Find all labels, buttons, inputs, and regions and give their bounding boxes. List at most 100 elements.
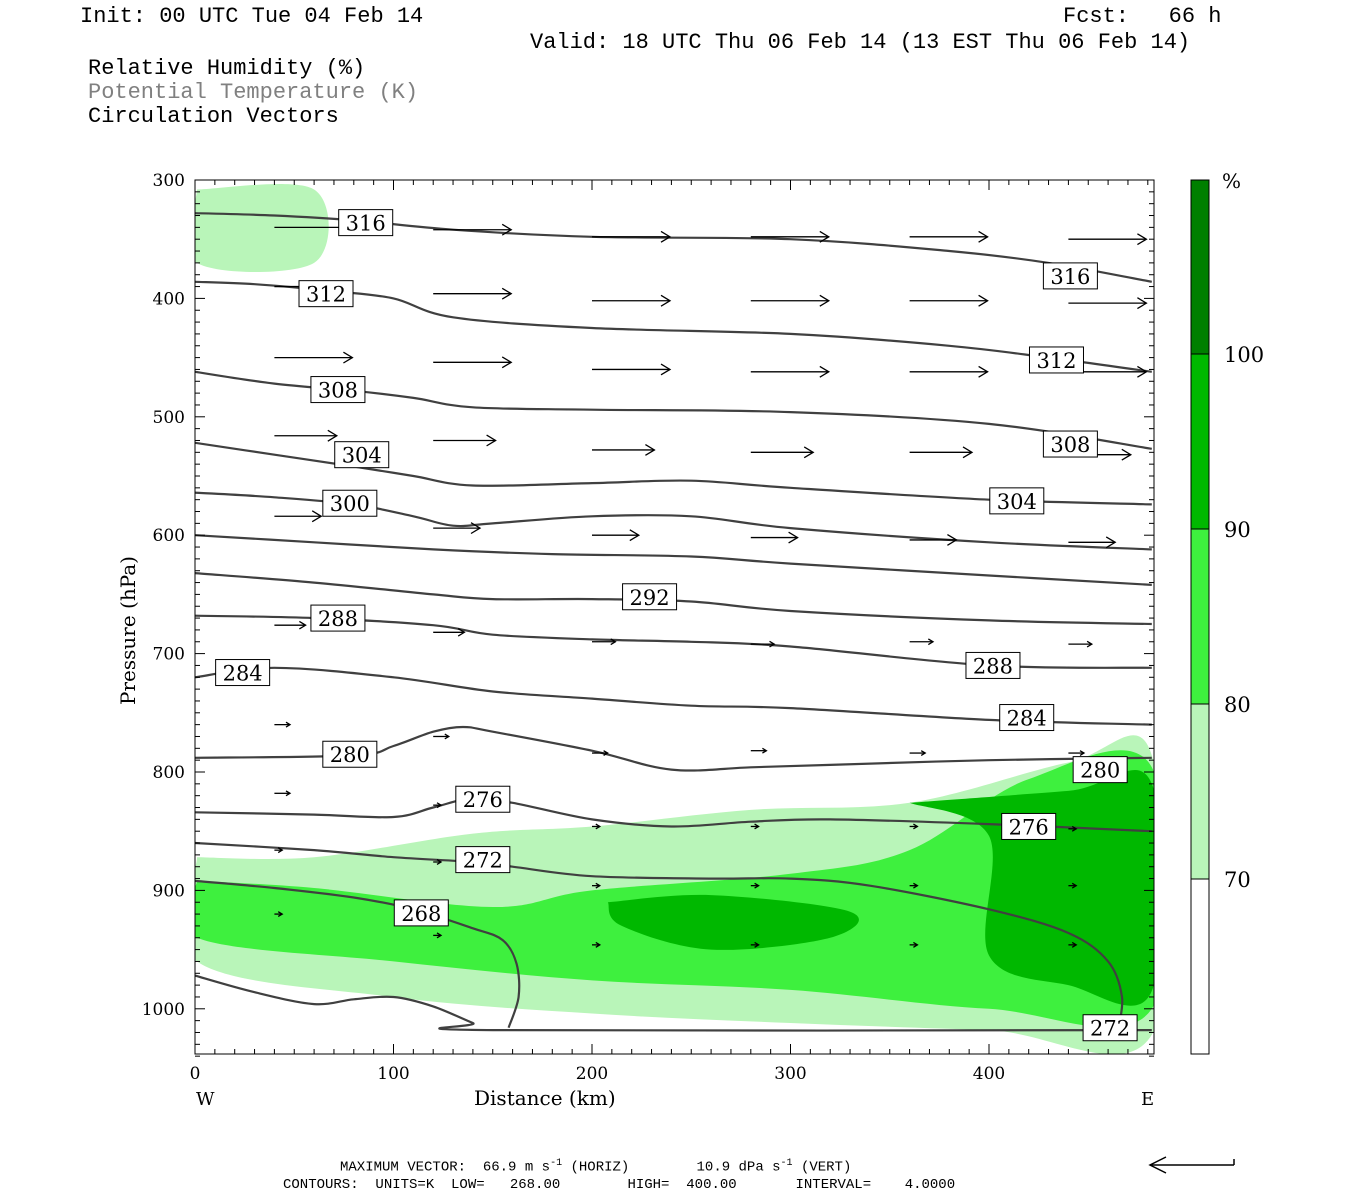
wind-vector-43 bbox=[433, 802, 443, 809]
contour-label-268-0: 268 bbox=[393, 899, 449, 927]
reference-vector-arrow bbox=[1148, 1156, 1235, 1174]
init-time: Init: 00 UTC Tue 04 Feb 14 bbox=[80, 4, 424, 29]
wind-vector-head bbox=[470, 522, 482, 535]
wind-vector-head bbox=[311, 510, 323, 523]
wind-vector-head bbox=[769, 640, 776, 648]
y-tick-label-400: 400 bbox=[153, 289, 185, 309]
contour-label-text: 272 bbox=[463, 849, 503, 873]
wind-vector-head bbox=[595, 823, 602, 830]
contour-label-text: 292 bbox=[630, 586, 670, 610]
wind-vector-46 bbox=[909, 823, 919, 830]
contour-label-312-0: 312 bbox=[298, 280, 354, 308]
wind-vector-34 bbox=[909, 638, 935, 646]
wind-vector-16 bbox=[909, 365, 989, 378]
colorbar-label-70: 70 bbox=[1224, 868, 1251, 892]
wind-vector-head bbox=[927, 638, 935, 646]
wind-vector-head bbox=[645, 443, 656, 456]
wind-vector-head bbox=[1121, 448, 1133, 461]
wind-vector-head bbox=[962, 446, 974, 459]
colorbar-label-100: 100 bbox=[1224, 343, 1264, 367]
wind-vector-head bbox=[762, 747, 768, 754]
horiz-exponent: -1 bbox=[550, 1158, 563, 1169]
contour-label-box bbox=[1028, 346, 1084, 374]
rh-region-70-0 bbox=[195, 184, 329, 273]
contour-label-text: 284 bbox=[223, 662, 263, 686]
wind-vector-56 bbox=[592, 941, 602, 948]
contour-label-box bbox=[1072, 756, 1128, 784]
contour-label-272-0: 272 bbox=[455, 846, 511, 874]
wind-vector-head bbox=[436, 932, 443, 939]
contour-label-280-1: 280 bbox=[1072, 756, 1128, 784]
contour-label-316-1: 316 bbox=[1042, 262, 1098, 290]
wind-vector-42 bbox=[274, 790, 292, 797]
y-axis-label: Pressure (hPa) bbox=[116, 556, 140, 705]
x-tick-label-200: 200 bbox=[576, 1064, 608, 1084]
colorbar-segment-4 bbox=[1191, 180, 1209, 354]
contour-label-box bbox=[1001, 812, 1057, 840]
wind-vector-head bbox=[277, 847, 284, 854]
contour-label-text: 288 bbox=[318, 607, 358, 631]
contour-label-box bbox=[338, 209, 394, 237]
axis-layer: 300 400 500 600 700 800 900 1000 0 100 200 300 400 bbox=[142, 171, 1154, 1084]
max-vector-line: MAXIMUM VECTOR: 66.9 m s-1 (HORIZ) 10.9 … bbox=[340, 1158, 851, 1176]
contour-label-text: 272 bbox=[1090, 1017, 1130, 1041]
wind-vector-head bbox=[978, 365, 989, 378]
theta-contour-304 bbox=[195, 441, 1152, 506]
wind-vector-head bbox=[660, 294, 672, 307]
wind-vector-head bbox=[1137, 297, 1148, 310]
contour-label-304-1: 304 bbox=[989, 487, 1045, 515]
field-theta: Potential Temperature (K) bbox=[88, 80, 419, 105]
contour-label-box bbox=[455, 846, 511, 874]
y-tick-label-800: 800 bbox=[153, 763, 185, 783]
west-label: W bbox=[196, 1089, 215, 1110]
contour-label-text: 312 bbox=[1036, 349, 1076, 373]
wind-vector-15 bbox=[750, 365, 831, 378]
contour-label-box bbox=[1042, 262, 1098, 290]
wind-vector-head bbox=[285, 721, 292, 728]
theta-contour-264 bbox=[195, 974, 1152, 1032]
contour-label-304-0: 304 bbox=[334, 441, 390, 469]
wind-vector-head bbox=[1071, 825, 1078, 832]
wind-vector-41 bbox=[1068, 750, 1086, 757]
contour-label-box bbox=[989, 487, 1045, 515]
wind-vector-7 bbox=[433, 287, 513, 300]
wind-vector-head bbox=[819, 294, 831, 307]
wind-vector-48 bbox=[274, 847, 284, 854]
wind-vector-head bbox=[299, 620, 307, 630]
colorbar-segment-2 bbox=[1191, 529, 1209, 704]
contour-label-box bbox=[298, 280, 354, 308]
wind-vector-head bbox=[754, 823, 760, 830]
wind-vector-28 bbox=[909, 533, 958, 546]
wind-vector-head bbox=[457, 627, 466, 637]
contour-label-box bbox=[622, 583, 678, 611]
theta-contour-296 bbox=[195, 534, 1152, 586]
wind-vector-head bbox=[754, 941, 760, 948]
wind-vector-head bbox=[788, 531, 799, 544]
wind-vector-40 bbox=[909, 750, 927, 757]
contour-label-text: 304 bbox=[342, 444, 382, 468]
contour-label-text: 268 bbox=[401, 902, 441, 926]
wind-vector-head bbox=[978, 294, 989, 307]
contour-label-box bbox=[1042, 430, 1098, 458]
contours-info: CONTOURS: UNITS=K LOW= 268.00 HIGH= 400.… bbox=[283, 1177, 956, 1193]
horiz-tag: (HORIZ) bbox=[570, 1159, 630, 1176]
contour-label-272-1: 272 bbox=[1082, 1014, 1138, 1042]
contour-label-box bbox=[999, 704, 1055, 732]
contour-label-box bbox=[322, 740, 378, 768]
wind-vector-3 bbox=[750, 230, 831, 243]
wind-vector-head bbox=[1137, 233, 1148, 246]
wind-vector-25 bbox=[433, 522, 482, 535]
contour-label-308-1: 308 bbox=[1042, 430, 1098, 458]
colorbar-label-90: 90 bbox=[1224, 518, 1251, 542]
wind-vector-9 bbox=[750, 294, 831, 307]
wind-vector-head bbox=[486, 434, 497, 447]
wind-vector-layer bbox=[274, 221, 1148, 948]
wind-vector-head bbox=[819, 365, 831, 378]
contour-label-276-0: 276 bbox=[455, 785, 511, 813]
wind-vector-head bbox=[285, 790, 292, 797]
colorbar: 70 80 90 100 bbox=[1190, 179, 1264, 1055]
contour-label-box bbox=[215, 659, 271, 687]
contour-label-box bbox=[393, 899, 449, 927]
wind-vector-58 bbox=[909, 941, 919, 948]
y-tick-label-1000: 1000 bbox=[142, 1000, 185, 1020]
